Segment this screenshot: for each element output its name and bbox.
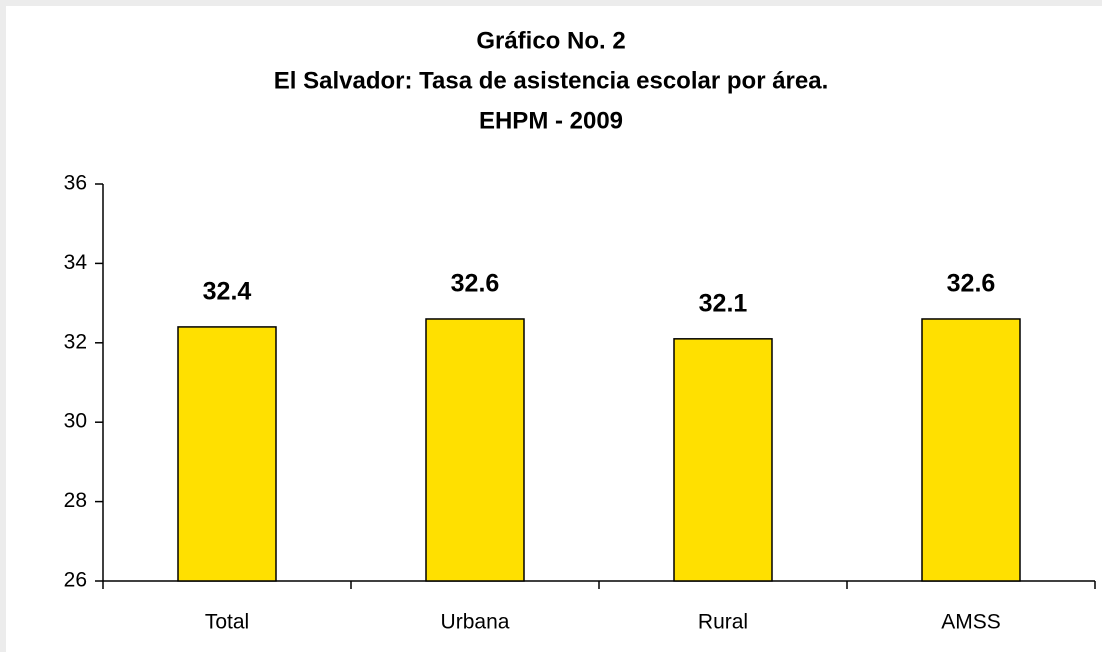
chart-title: Gráfico No. 2 bbox=[476, 27, 625, 54]
chart-title: EHPM - 2009 bbox=[479, 107, 623, 134]
bar bbox=[177, 326, 277, 582]
data-label: 32.6 bbox=[947, 270, 996, 298]
y-tick-label: 34 bbox=[64, 251, 88, 274]
x-tick-label: Urbana bbox=[441, 611, 510, 634]
chart-title: El Salvador: Tasa de asistencia escolar … bbox=[274, 67, 829, 94]
edge-left bbox=[0, 0, 6, 652]
edge-top bbox=[0, 0, 1102, 6]
bar bbox=[425, 318, 525, 582]
y-tick-label: 36 bbox=[64, 172, 87, 195]
data-label: 32.1 bbox=[699, 289, 748, 317]
bar bbox=[673, 338, 773, 582]
x-tick-label: Total bbox=[205, 611, 249, 634]
x-tick-label: AMSS bbox=[941, 611, 1001, 634]
data-label: 32.4 bbox=[203, 278, 252, 306]
y-tick-label: 30 bbox=[64, 410, 87, 433]
bar bbox=[921, 318, 1021, 582]
x-tick-label: Rural bbox=[698, 611, 748, 634]
y-tick-label: 26 bbox=[64, 569, 87, 592]
y-tick-label: 32 bbox=[64, 330, 87, 353]
data-label: 32.6 bbox=[451, 270, 500, 298]
y-tick-label: 28 bbox=[64, 489, 87, 512]
